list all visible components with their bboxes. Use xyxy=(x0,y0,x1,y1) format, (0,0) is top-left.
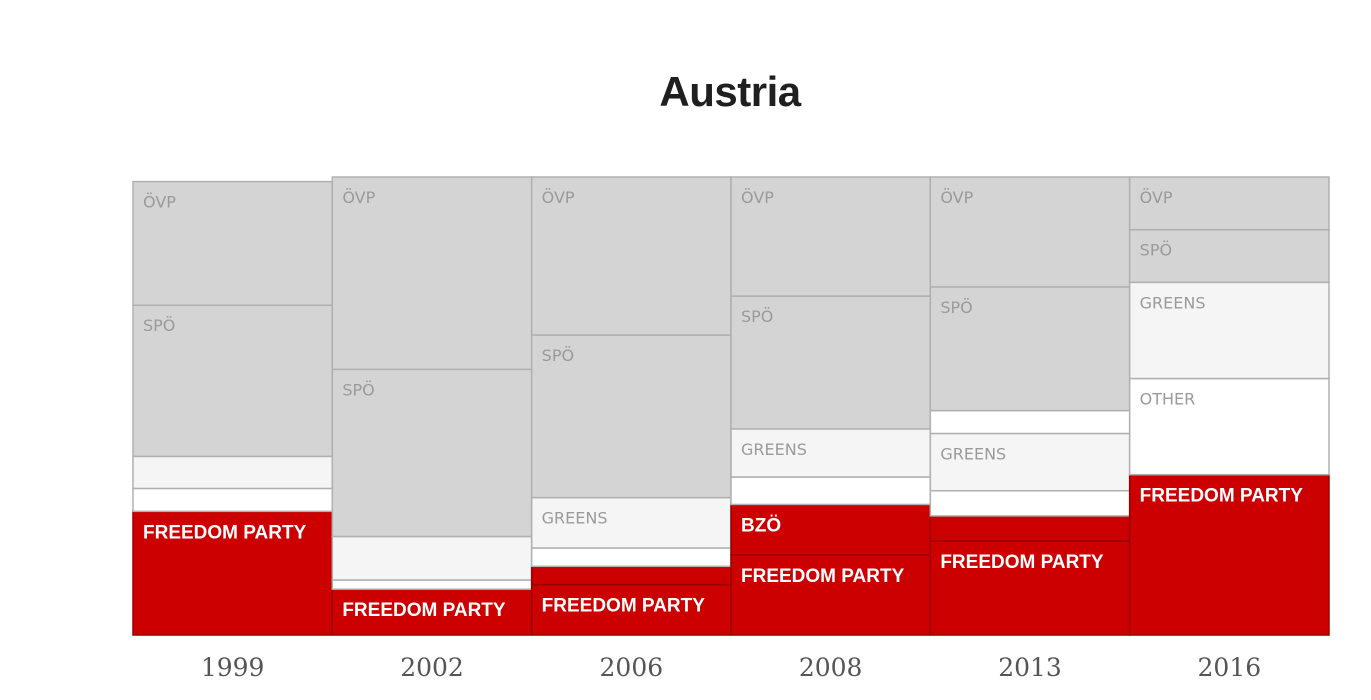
bar-segment-2006-bzo-1 xyxy=(530,565,732,586)
segment-label-2016-spo: SPÖ xyxy=(1140,241,1172,260)
segment-label-2016-ovp: ÖVP xyxy=(1140,188,1173,207)
segment-label-1999-spo: SPÖ xyxy=(143,316,175,335)
bar-segment-2008-other-2 xyxy=(730,476,932,506)
segment-label-2006-ovp: ÖVP xyxy=(542,188,575,207)
x-tick-label-2008: 2008 xyxy=(799,653,863,682)
segment-label-2013-freedom-party: FREEDOM PARTY xyxy=(940,552,1104,573)
bar-segment-2013-ovp-6 xyxy=(929,176,1131,288)
bar-segment-1999-ovp-4 xyxy=(132,180,334,306)
x-tick-label-1999: 1999 xyxy=(201,653,265,682)
segment-label-2002-spo: SPÖ xyxy=(342,380,374,399)
segment-label-2002-freedom-party: FREEDOM PARTY xyxy=(342,600,506,621)
bar-segment-2008-greens-3 xyxy=(730,428,932,478)
bar-segment-2013-other-2 xyxy=(929,489,1131,517)
segment-label-2013-greens: GREENS xyxy=(940,444,1006,463)
bar-segment-2016-other-1 xyxy=(1128,377,1330,476)
bar-segment-2006-other-2 xyxy=(530,547,732,568)
bar-segment-2008-spo-4 xyxy=(730,295,932,430)
bar-segment-1999-spo-3 xyxy=(132,304,334,458)
x-tick-label-2016: 2016 xyxy=(1198,653,1262,682)
segment-label-2013-spo: SPÖ xyxy=(940,298,972,317)
segment-labels-layer: FREEDOM PARTY SPÖ ÖVP FREEDOM PARTY SPÖ ÖVP FR… xyxy=(143,188,1303,621)
bar-segment-2016-spo-3 xyxy=(1128,228,1330,284)
bar-segment-1999-freedom-party-0 xyxy=(132,510,334,636)
bar-segment-2016-greens-2 xyxy=(1128,281,1330,380)
segment-label-2006-spo: SPÖ xyxy=(542,346,574,365)
segment-label-2008-bzo: BZÖ xyxy=(741,515,781,536)
bar-segment-2008-bzo-1 xyxy=(730,503,932,556)
bar-segment-2016-ovp-4 xyxy=(1128,176,1330,231)
x-tick-label-2002: 2002 xyxy=(400,653,464,682)
segment-label-2016-other: OTHER xyxy=(1140,390,1196,409)
bar-segment-2006-ovp-5 xyxy=(530,176,732,336)
x-tick-label-2006: 2006 xyxy=(600,653,664,682)
segment-label-2008-ovp: ÖVP xyxy=(741,188,774,207)
bar-segment-2002-freedom-party-0 xyxy=(331,588,533,636)
bar-segment-2002-other-1 xyxy=(331,579,533,590)
bar-segment-2013-greens-3 xyxy=(929,432,1131,492)
year-labels-layer: 1999 2002 2006 2008 2013 2016 xyxy=(201,653,1261,682)
bar-segment-2013-other-4 xyxy=(929,409,1131,435)
segment-label-2006-greens: GREENS xyxy=(542,509,608,528)
segment-label-2008-greens: GREENS xyxy=(741,440,807,459)
bar-segment-2013-freedom-party-0 xyxy=(929,540,1131,636)
segment-label-2002-ovp: ÖVP xyxy=(342,188,375,207)
segment-label-2016-greens: GREENS xyxy=(1140,293,1206,312)
bar-segment-2002-greens-2 xyxy=(331,535,533,581)
segment-label-2013-ovp: ÖVP xyxy=(940,188,973,207)
bar-segment-2002-ovp-4 xyxy=(331,176,533,371)
bar-segment-2013-bzo-1 xyxy=(929,515,1131,542)
segment-label-2008-freedom-party: FREEDOM PARTY xyxy=(741,566,905,587)
bar-segment-2006-spo-4 xyxy=(530,334,732,499)
bar-segment-2008-ovp-5 xyxy=(730,176,932,297)
bar-segment-2013-spo-5 xyxy=(929,286,1131,412)
segment-label-2006-freedom-party: FREEDOM PARTY xyxy=(542,596,706,617)
segment-label-1999-ovp: ÖVP xyxy=(143,193,176,212)
bar-segment-2016-freedom-party-0 xyxy=(1128,473,1330,636)
x-tick-label-2013: 2013 xyxy=(998,653,1062,682)
chart-title: Austria xyxy=(659,68,801,115)
segment-label-2016-freedom-party: FREEDOM PARTY xyxy=(1140,486,1304,507)
bar-segment-1999-greens-2 xyxy=(132,455,334,490)
bars-layer xyxy=(132,176,1330,636)
bar-segment-1999-other-1 xyxy=(132,487,334,513)
segment-label-2008-spo: SPÖ xyxy=(741,307,773,326)
segment-label-1999-freedom-party: FREEDOM PARTY xyxy=(143,522,307,543)
bar-segment-2008-freedom-party-0 xyxy=(730,554,932,636)
bar-segment-2002-spo-3 xyxy=(331,368,533,538)
